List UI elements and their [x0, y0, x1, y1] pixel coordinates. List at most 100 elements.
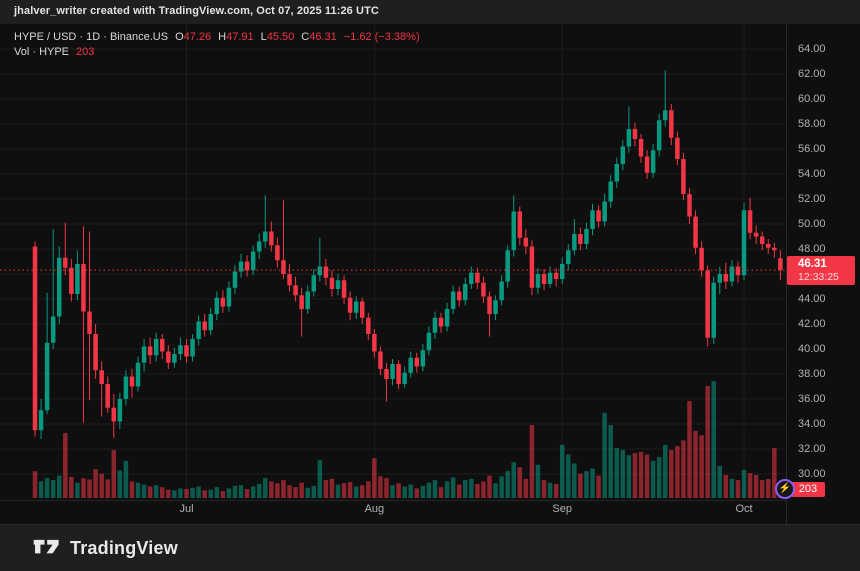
volume-bar [426, 482, 432, 498]
volume-bar [384, 478, 389, 498]
candle-body [487, 296, 492, 314]
candle-body [32, 246, 38, 431]
candle-body [517, 211, 523, 238]
volume-bar [105, 479, 110, 498]
candle-body [572, 234, 577, 251]
candle-body [117, 399, 123, 422]
volume-bar [535, 464, 541, 498]
candle-body [747, 210, 753, 233]
candle-body [759, 236, 765, 244]
candle-body [632, 129, 638, 139]
candle-body [329, 277, 335, 289]
volume-bar [256, 483, 262, 498]
volume-bar [353, 486, 359, 498]
candle-body [469, 272, 474, 284]
candle-body [735, 266, 741, 276]
volume-bar [366, 481, 371, 498]
volume-bar [687, 401, 692, 498]
candle-body [396, 364, 401, 384]
volume-bar [456, 484, 462, 498]
volume-bar [172, 490, 177, 498]
volume-bar [414, 488, 420, 498]
candle-body [311, 275, 317, 292]
chart-plot-area[interactable] [0, 24, 860, 524]
volume-bar [729, 478, 735, 498]
volume-bar [323, 480, 329, 498]
candle-body [281, 260, 286, 274]
attribution-strip: jhalver_writer created with TradingView.… [0, 0, 860, 24]
volume-bar [281, 480, 286, 498]
volume-bar [178, 488, 183, 498]
volume-bar [99, 473, 104, 498]
volume-bar [656, 457, 662, 498]
candle-body [172, 354, 177, 363]
candle-body [50, 316, 56, 343]
candle-body [372, 334, 377, 352]
volume-bar [505, 471, 510, 498]
volume-bar [69, 476, 74, 498]
candle-body [699, 247, 704, 271]
candle-body [335, 280, 341, 289]
change-value: −1.62 (−3.38%) [343, 31, 420, 43]
volume-bar [81, 478, 86, 498]
volume-bar [614, 448, 620, 498]
volume-bar [293, 487, 298, 498]
lightning-badge-icon: ⚡ [775, 479, 795, 499]
symbol-title[interactable]: HYPE / USD · 1D · Binance.US [14, 31, 169, 43]
volume-bar [378, 476, 383, 498]
candle-body [505, 250, 510, 282]
candle-body [123, 376, 129, 399]
volume-bar [359, 485, 365, 498]
price-tick-label: 40.00 [798, 343, 826, 355]
candle-body [202, 321, 207, 331]
volume-bar [153, 485, 159, 498]
candle-body [414, 357, 420, 367]
volume-bar [529, 425, 535, 498]
volume-bar [196, 486, 201, 498]
volume-bar [166, 489, 171, 498]
volume-bar [141, 484, 147, 498]
volume-bar [311, 485, 317, 498]
candle-body [741, 210, 747, 276]
candle-body [662, 110, 668, 121]
candle-body [717, 274, 723, 283]
candle-body [184, 345, 189, 357]
candle-body [341, 280, 347, 298]
volume-study-title[interactable]: Vol · HYPE [14, 46, 70, 58]
volume-bar [347, 482, 353, 498]
volume-bar [214, 487, 220, 498]
volume-bar [469, 478, 474, 498]
candle-body [317, 266, 323, 276]
volume-bar [766, 478, 771, 498]
volume-bar [547, 482, 553, 498]
volume-bar [759, 480, 765, 498]
time-tick-label-aug: Aug [364, 503, 385, 515]
candle-body [56, 257, 62, 317]
volume-bar [747, 473, 753, 498]
price-tick-label: 42.00 [798, 318, 826, 330]
legend-row-main: HYPE / USD · 1D · Binance.US O47.26 H47.9… [14, 30, 420, 44]
tradingview-logo[interactable]: TradingView [33, 538, 178, 559]
volume-bar [129, 481, 135, 498]
candle-body [644, 156, 650, 173]
volume-bar [226, 488, 232, 498]
volume-bar [32, 471, 38, 498]
candle-body [450, 291, 456, 309]
volume-bar [717, 466, 723, 498]
volume-bar [693, 430, 698, 498]
candle-body [420, 350, 426, 367]
volume-bar [499, 476, 504, 498]
candle-body [256, 241, 262, 252]
candle-body [269, 231, 274, 246]
candle-body [111, 407, 117, 422]
candle-body [390, 364, 395, 379]
candle-body [481, 282, 486, 297]
candle-body [511, 211, 516, 251]
candle-body [729, 266, 735, 282]
candle-body [208, 314, 213, 331]
volume-bar [626, 455, 632, 498]
candle-body [129, 376, 135, 387]
candle-body [323, 266, 329, 278]
legend-row-volume: Vol · HYPE 203 [14, 45, 420, 59]
candle-body [366, 317, 371, 334]
